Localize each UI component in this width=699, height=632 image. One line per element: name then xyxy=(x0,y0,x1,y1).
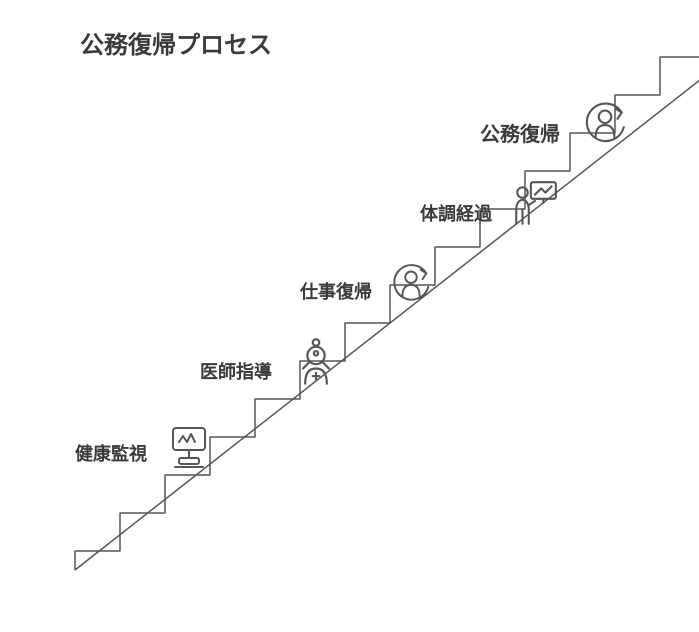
person-return-icon xyxy=(388,260,434,306)
step-label-5: 公務復帰 xyxy=(480,118,560,147)
presenter-icon xyxy=(510,178,560,228)
step-label-4: 体調経過 xyxy=(420,200,492,226)
person-return-icon-2 xyxy=(580,98,630,148)
monitor-icon xyxy=(165,422,213,470)
doctor-icon xyxy=(290,336,342,388)
staircase xyxy=(0,0,699,632)
step-label-1: 健康監視 xyxy=(75,440,147,466)
step-label-3: 仕事復帰 xyxy=(300,278,372,304)
diagram-canvas: 公務復帰プロセス 健康監視 医師指導 仕事復帰 xyxy=(0,0,699,632)
step-label-2: 医師指導 xyxy=(200,358,272,384)
